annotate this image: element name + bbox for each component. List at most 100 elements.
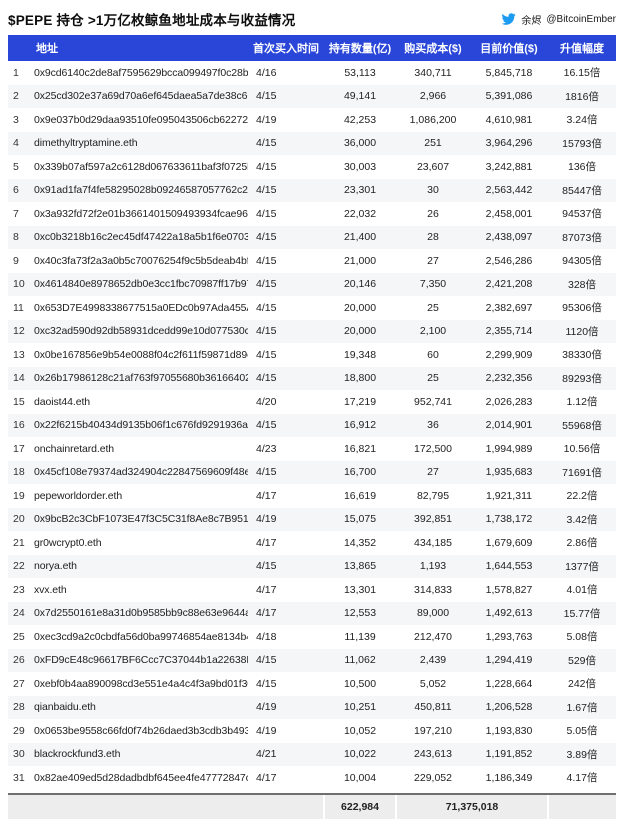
row-value: 1,193,830 — [485, 724, 533, 737]
totals-empty-left — [8, 792, 324, 819]
table-row: 16 0x22f6215b40434d9135b06f1c676fd929193… — [8, 413, 616, 437]
row-address: 0x91ad1fa7f4fe58295028b09246587057762c2c… — [34, 184, 248, 197]
row-rank: 24 — [13, 607, 25, 620]
table-row: 25 0xec3cd9a2c0cbdfa56d0ba99746854ae8134… — [8, 625, 616, 649]
row-first-buy: 4/15 — [256, 677, 277, 690]
row-rank: 18 — [13, 466, 25, 479]
row-holding: 30,003 — [343, 160, 377, 173]
row-gain: 3.89倍 — [566, 748, 598, 761]
row-value: 1,994,989 — [485, 442, 533, 455]
totals-empty-right — [547, 792, 616, 819]
table-row: 29 0x0653be9558c66fd0f74b26daed3b3cdb3b4… — [8, 719, 616, 743]
row-address: 0x25cd302e37a69d70a6ef645daea5a7de38c66e… — [34, 90, 248, 103]
row-first-buy: 4/15 — [256, 348, 277, 361]
footer-gap — [8, 789, 616, 794]
row-first-buy: 4/15 — [256, 301, 277, 314]
row-gain: 55968倍 — [562, 419, 602, 432]
table-row: 26 0xFD9cE48c96617BF6Ccc7C37044b1a22638B… — [8, 648, 616, 672]
row-gain: 136倍 — [567, 161, 597, 174]
row-first-buy: 4/19 — [256, 513, 277, 526]
row-rank: 7 — [13, 207, 19, 220]
row-holding: 17,219 — [343, 395, 377, 408]
row-value: 2,382,697 — [485, 301, 533, 314]
row-holding: 16,912 — [343, 419, 377, 432]
row-cost: 952,741 — [414, 395, 452, 408]
row-first-buy: 4/23 — [256, 442, 277, 455]
row-address: 0xebf0b4aa890098cd3e551e4a4c4f3a9bd01f30… — [34, 677, 248, 690]
row-cost: 2,439 — [419, 654, 447, 667]
row-holding: 20,146 — [343, 278, 377, 291]
row-address: dimethyltryptamine.eth — [34, 137, 138, 150]
row-rank: 19 — [13, 489, 25, 502]
row-cost: 314,833 — [414, 583, 452, 596]
row-holding: 16,821 — [343, 442, 377, 455]
row-cost: 1,086,200 — [409, 113, 457, 126]
row-rank: 3 — [13, 113, 19, 126]
row-gain: 4.17倍 — [566, 772, 598, 785]
row-holding: 10,251 — [343, 701, 377, 714]
row-first-buy: 4/15 — [256, 207, 277, 220]
row-address: 0x26b17986128c21af763f97055680b361664021… — [34, 372, 248, 385]
row-cost: 229,052 — [414, 771, 452, 784]
row-address: onchainretard.eth — [34, 442, 115, 455]
author-handle: @BitcoinEmber — [546, 13, 616, 25]
table-row: 23 xvx.eth 4/17 13,301 314,833 1,578,827… — [8, 578, 616, 602]
row-first-buy: 4/21 — [256, 748, 277, 761]
row-value: 1,644,553 — [485, 560, 533, 573]
row-holding: 10,022 — [343, 748, 377, 761]
header-cost: 购买成本($) — [396, 35, 470, 61]
row-rank: 20 — [13, 513, 25, 526]
header-value: 目前价值($) — [470, 35, 548, 61]
row-holding: 19,348 — [343, 348, 377, 361]
row-rank: 26 — [13, 654, 25, 667]
table-row: 9 0x40c3fa73f2a3a0b5c70076254f9c5b5deab4… — [8, 249, 616, 273]
row-value: 1,935,683 — [485, 466, 533, 479]
row-first-buy: 4/15 — [256, 654, 277, 667]
row-rank: 13 — [13, 348, 25, 361]
row-value: 2,232,356 — [485, 372, 533, 385]
row-gain: 1816倍 — [565, 90, 599, 103]
row-gain: 1.12倍 — [566, 396, 598, 409]
row-cost: 2,100 — [419, 325, 447, 338]
row-value: 1,206,528 — [485, 701, 533, 714]
row-holding: 10,500 — [343, 677, 377, 690]
row-value: 2,563,442 — [485, 184, 533, 197]
row-first-buy: 4/17 — [256, 583, 277, 596]
table-row: 2 0x25cd302e37a69d70a6ef645daea5a7de38c6… — [8, 84, 616, 108]
row-value: 2,546,286 — [485, 254, 533, 267]
row-holding: 15,075 — [343, 513, 377, 526]
row-value: 2,026,283 — [485, 395, 533, 408]
table-body: 1 0x9cd6140c2de8af7595629bcca099497f0c28… — [8, 61, 616, 790]
row-cost: 28 — [427, 231, 439, 244]
row-gain: 3.24倍 — [566, 114, 598, 127]
row-address: 0x4614840e8978652db0e3cc1fbc70987ff17b97… — [34, 278, 248, 291]
row-value: 3,242,881 — [485, 160, 533, 173]
row-value: 1,294,419 — [485, 654, 533, 667]
row-first-buy: 4/15 — [256, 231, 277, 244]
row-value: 5,391,086 — [485, 90, 533, 103]
row-rank: 8 — [13, 231, 19, 244]
row-cost: 60 — [427, 348, 439, 361]
table-row: 11 0x653D7E4998338677515a0EDc0b97Ada455A… — [8, 296, 616, 320]
row-rank: 25 — [13, 630, 25, 643]
row-value: 1,738,172 — [485, 513, 533, 526]
page-title: $PEPE 持仓 >1万亿枚鲸鱼地址成本与收益情况 — [8, 13, 296, 28]
row-value: 2,299,909 — [485, 348, 533, 361]
row-first-buy: 4/16 — [256, 66, 277, 79]
row-address: 0x9bcB2c3CbF1073E47f3C5C31f8Ae8c7B951Bb0… — [34, 513, 248, 526]
row-value: 2,458,001 — [485, 207, 533, 220]
row-address: 0x7d2550161e8a31d0b9585bb9c88e63e9644af7… — [34, 607, 248, 620]
row-holding: 20,000 — [343, 325, 377, 338]
row-gain: 71691倍 — [562, 466, 602, 479]
row-holding: 10,004 — [343, 771, 377, 784]
row-cost: 434,185 — [414, 536, 452, 549]
row-holding: 36,000 — [343, 137, 377, 150]
table-row: 3 0x9e037b0d29daa93510fe095043506cb62272… — [8, 108, 616, 132]
row-address: pepeworldorder.eth — [34, 489, 123, 502]
row-rank: 11 — [13, 301, 24, 314]
row-cost: 212,470 — [414, 630, 452, 643]
table-row: 15 daoist44.eth 4/20 17,219 952,741 2,02… — [8, 390, 616, 414]
row-address: 0x0653be9558c66fd0f74b26daed3b3cdb3b4931… — [34, 724, 248, 737]
row-gain: 38330倍 — [562, 349, 602, 362]
row-holding: 20,000 — [343, 301, 377, 314]
